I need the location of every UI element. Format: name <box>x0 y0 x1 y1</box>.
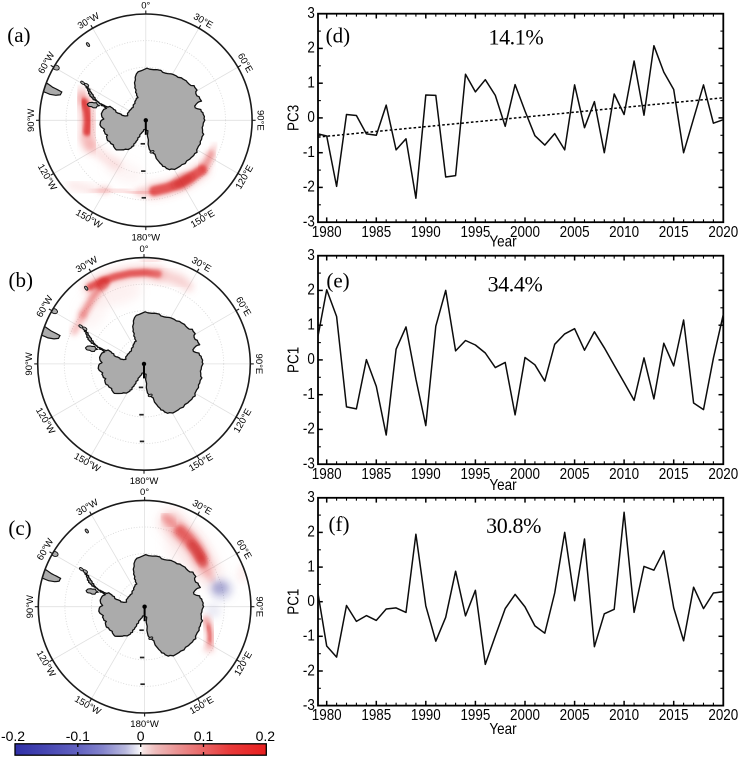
svg-text:(f): (f) <box>329 512 350 536</box>
svg-text:1: 1 <box>307 558 314 575</box>
svg-text:PC1: PC1 <box>285 589 302 615</box>
svg-text:2015: 2015 <box>659 707 689 724</box>
svg-text:-1: -1 <box>303 628 315 645</box>
svg-text:PC3: PC3 <box>285 105 302 131</box>
svg-text:2005: 2005 <box>560 466 590 483</box>
svg-text:2000: 2000 <box>510 466 540 483</box>
svg-text:2020: 2020 <box>708 466 738 483</box>
svg-text:90°W: 90°W <box>25 595 36 618</box>
svg-text:1985: 1985 <box>361 224 391 241</box>
svg-text:-3: -3 <box>303 697 315 714</box>
svg-text:14.1%: 14.1% <box>488 25 543 50</box>
svg-text:2005: 2005 <box>560 707 590 724</box>
svg-text:2: 2 <box>307 282 314 299</box>
svg-text:2005: 2005 <box>560 224 590 241</box>
svg-text:(e): (e) <box>326 269 349 293</box>
svg-text:-2: -2 <box>303 662 315 679</box>
svg-text:90°W: 90°W <box>24 352 35 375</box>
svg-text:3: 3 <box>307 5 314 22</box>
svg-text:-2: -2 <box>303 179 315 196</box>
svg-text:2020: 2020 <box>708 707 738 724</box>
svg-text:2010: 2010 <box>609 707 639 724</box>
svg-text:1990: 1990 <box>411 707 441 724</box>
svg-text:90°W: 90°W <box>26 109 37 132</box>
svg-text:1: 1 <box>307 75 314 92</box>
svg-text:0: 0 <box>307 593 314 610</box>
svg-text:0°: 0° <box>140 487 149 498</box>
svg-text:(c): (c) <box>8 516 31 540</box>
svg-text:3: 3 <box>307 489 314 506</box>
svg-text:90°E: 90°E <box>253 354 264 375</box>
svg-text:1980: 1980 <box>312 224 342 241</box>
svg-text:2: 2 <box>307 40 314 57</box>
svg-text:0: 0 <box>137 728 145 744</box>
svg-text:(a): (a) <box>7 23 30 47</box>
svg-text:30.8%: 30.8% <box>486 513 541 538</box>
svg-text:34.4%: 34.4% <box>488 272 543 297</box>
svg-text:0: 0 <box>307 351 314 368</box>
svg-text:-3: -3 <box>303 456 315 473</box>
svg-text:2010: 2010 <box>609 224 639 241</box>
svg-text:0°: 0° <box>139 244 148 255</box>
svg-text:90°E: 90°E <box>255 110 266 131</box>
svg-text:1980: 1980 <box>312 466 342 483</box>
svg-text:2: 2 <box>307 524 314 541</box>
svg-text:3: 3 <box>307 247 314 264</box>
svg-text:2000: 2000 <box>510 707 540 724</box>
svg-text:-3: -3 <box>303 214 315 231</box>
svg-text:2015: 2015 <box>659 466 689 483</box>
svg-text:Year: Year <box>489 477 516 494</box>
svg-text:1980: 1980 <box>312 707 342 724</box>
svg-text:-0.1: -0.1 <box>66 728 90 744</box>
svg-text:0°: 0° <box>141 1 150 12</box>
svg-text:0.1: 0.1 <box>194 728 214 744</box>
svg-text:1990: 1990 <box>411 224 441 241</box>
svg-text:0: 0 <box>307 109 314 126</box>
svg-text:90°E: 90°E <box>253 596 264 617</box>
svg-text:0.2: 0.2 <box>256 728 276 744</box>
svg-text:-2: -2 <box>303 421 315 438</box>
svg-text:1995: 1995 <box>460 224 490 241</box>
svg-text:Year: Year <box>489 234 516 251</box>
svg-text:1985: 1985 <box>361 707 391 724</box>
svg-text:180°W: 180°W <box>130 476 159 487</box>
svg-text:180°W: 180°W <box>131 233 160 244</box>
svg-text:Year: Year <box>489 721 516 738</box>
svg-text:(b): (b) <box>9 268 34 292</box>
svg-text:1: 1 <box>307 317 314 334</box>
svg-text:2015: 2015 <box>659 224 689 241</box>
svg-text:1995: 1995 <box>460 707 490 724</box>
svg-text:1995: 1995 <box>460 466 490 483</box>
svg-text:2000: 2000 <box>510 224 540 241</box>
svg-text:(d): (d) <box>326 23 351 47</box>
svg-text:-0.2: -0.2 <box>1 728 25 744</box>
svg-text:-1: -1 <box>303 144 315 161</box>
svg-text:-1: -1 <box>303 386 315 403</box>
svg-text:2020: 2020 <box>708 224 738 241</box>
svg-text:1990: 1990 <box>411 466 441 483</box>
svg-text:2010: 2010 <box>609 466 639 483</box>
svg-text:1985: 1985 <box>361 466 391 483</box>
svg-text:180°W: 180°W <box>130 719 159 730</box>
svg-text:PC1: PC1 <box>285 347 302 373</box>
